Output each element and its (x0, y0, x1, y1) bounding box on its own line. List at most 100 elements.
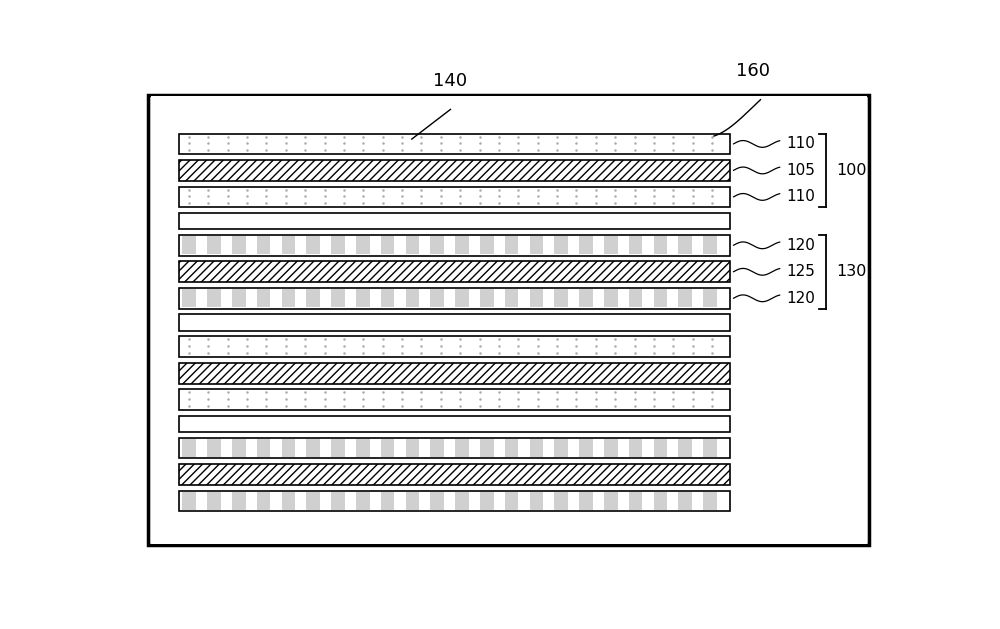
Bar (455, 439, 469, 457)
Bar (356, 492, 370, 510)
Bar (179, 337, 730, 357)
Bar (480, 439, 494, 457)
Bar (480, 289, 494, 307)
Bar (282, 289, 295, 307)
Bar (331, 492, 345, 510)
Bar (406, 289, 419, 307)
Bar (505, 289, 518, 307)
Bar (381, 237, 394, 254)
Bar (306, 289, 320, 307)
Bar (282, 237, 295, 254)
Bar (179, 262, 730, 282)
Bar (505, 439, 518, 457)
Bar (678, 492, 692, 510)
Bar (505, 492, 518, 510)
Bar (179, 464, 730, 485)
Bar (381, 492, 394, 510)
Bar (629, 289, 642, 307)
Text: 110: 110 (786, 189, 815, 204)
Bar (179, 314, 730, 330)
Bar (604, 492, 618, 510)
Bar (604, 439, 618, 457)
Bar (179, 213, 730, 229)
Bar (207, 289, 221, 307)
Bar (629, 237, 642, 254)
Bar (554, 492, 568, 510)
Bar (604, 237, 618, 254)
Bar (530, 289, 543, 307)
Bar (257, 492, 270, 510)
Bar (654, 289, 667, 307)
Bar (579, 439, 593, 457)
Text: 110: 110 (786, 136, 815, 152)
Bar (282, 439, 295, 457)
Bar (381, 439, 394, 457)
Bar (455, 289, 469, 307)
Bar (182, 439, 196, 457)
Bar (579, 289, 593, 307)
Bar (703, 492, 717, 510)
Text: 120: 120 (786, 291, 815, 306)
Bar (356, 289, 370, 307)
Bar (179, 491, 730, 511)
Text: 140: 140 (433, 72, 468, 90)
Bar (406, 492, 419, 510)
Text: 125: 125 (786, 264, 815, 279)
Bar (182, 492, 196, 510)
Bar (480, 492, 494, 510)
Bar (430, 439, 444, 457)
Bar (179, 389, 730, 410)
Bar (430, 237, 444, 254)
Bar (306, 439, 320, 457)
Bar (530, 439, 543, 457)
Bar (331, 289, 345, 307)
Bar (179, 160, 730, 181)
Bar (179, 288, 730, 309)
Bar (257, 439, 270, 457)
Bar (182, 237, 196, 254)
Bar (179, 235, 730, 255)
Bar (356, 439, 370, 457)
Bar (579, 492, 593, 510)
Bar (455, 237, 469, 254)
Bar (179, 187, 730, 208)
Bar (232, 289, 246, 307)
Bar (678, 237, 692, 254)
Bar (678, 289, 692, 307)
Text: 100: 100 (836, 163, 867, 178)
Bar (232, 439, 246, 457)
Bar (430, 492, 444, 510)
Bar (356, 237, 370, 254)
Bar (182, 289, 196, 307)
Bar (703, 237, 717, 254)
Bar (629, 492, 642, 510)
Bar (579, 237, 593, 254)
Bar (554, 439, 568, 457)
Bar (179, 363, 730, 384)
Bar (480, 237, 494, 254)
Bar (381, 289, 394, 307)
Bar (207, 439, 221, 457)
Bar (604, 289, 618, 307)
Bar (530, 237, 543, 254)
Text: 130: 130 (836, 264, 867, 279)
Bar (406, 439, 419, 457)
Bar (455, 492, 469, 510)
Bar (179, 416, 730, 432)
Bar (179, 438, 730, 459)
Bar (654, 492, 667, 510)
Bar (232, 237, 246, 254)
Bar (306, 237, 320, 254)
Bar (654, 237, 667, 254)
Bar (554, 237, 568, 254)
Bar (530, 492, 543, 510)
Bar (406, 237, 419, 254)
Bar (703, 439, 717, 457)
Bar (678, 439, 692, 457)
Bar (430, 289, 444, 307)
Bar (207, 237, 221, 254)
Bar (306, 492, 320, 510)
Bar (232, 492, 246, 510)
Bar (207, 492, 221, 510)
Bar (179, 133, 730, 154)
